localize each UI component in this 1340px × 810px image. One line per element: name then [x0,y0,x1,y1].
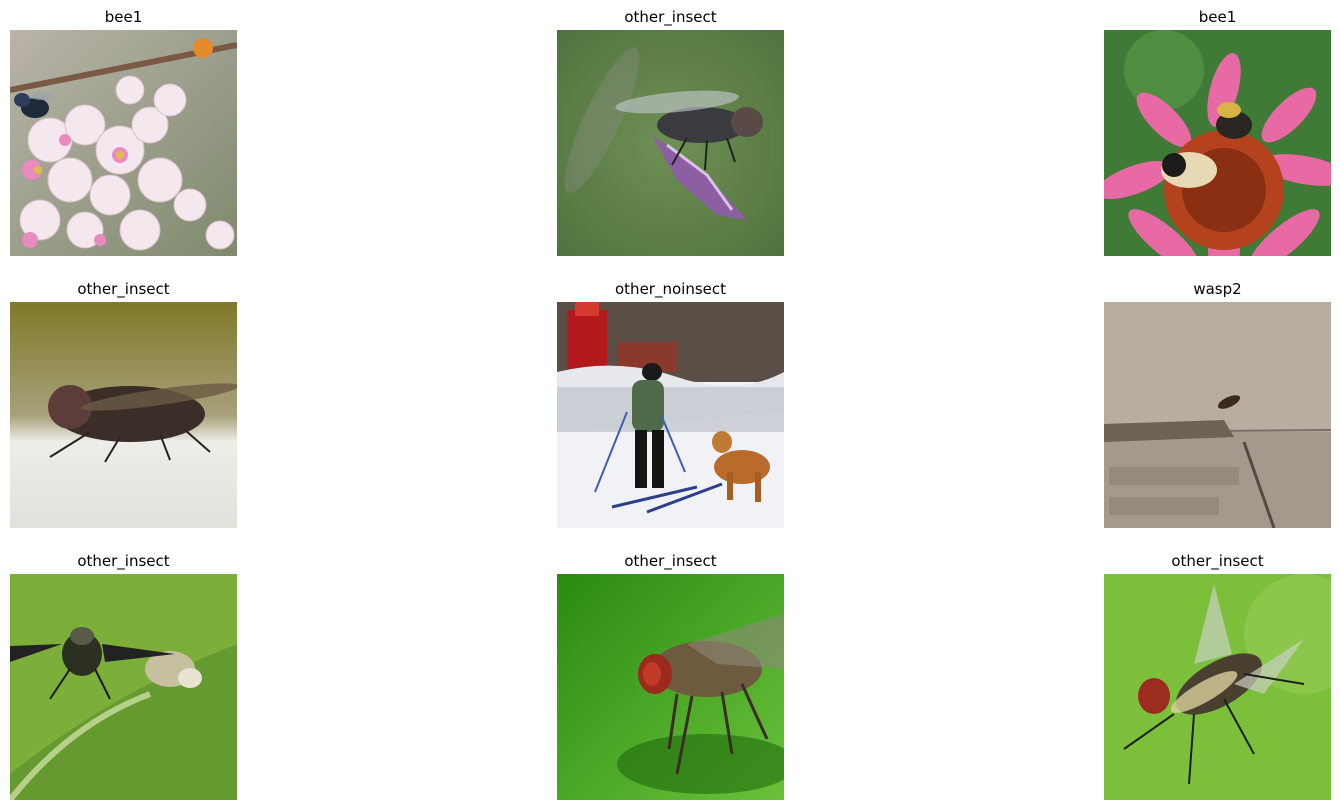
fly-topdown-photo [1104,574,1331,800]
image-label: bee1 [104,8,143,26]
skier-with-dog-photo [557,302,784,528]
image-label: bee1 [1198,8,1237,26]
fly-on-leaf-photo [10,574,237,800]
image-label: other_insect [77,280,170,298]
fly-on-green-leaf-photo [557,574,784,800]
bees-on-coneflower-photo [1104,30,1331,256]
flowers-with-insect-photo [10,30,237,256]
image-label: other_insect [1171,552,1264,570]
fly-on-flower-photo [557,30,784,256]
wasp-on-stone-photo [1104,302,1331,528]
image-label: other_insect [624,552,717,570]
image-label: other_insect [77,552,170,570]
image-label: other_insect [624,8,717,26]
fly-closeup-photo [10,302,237,528]
image-label: wasp2 [1193,280,1242,298]
image-label: other_noinsect [615,280,726,298]
